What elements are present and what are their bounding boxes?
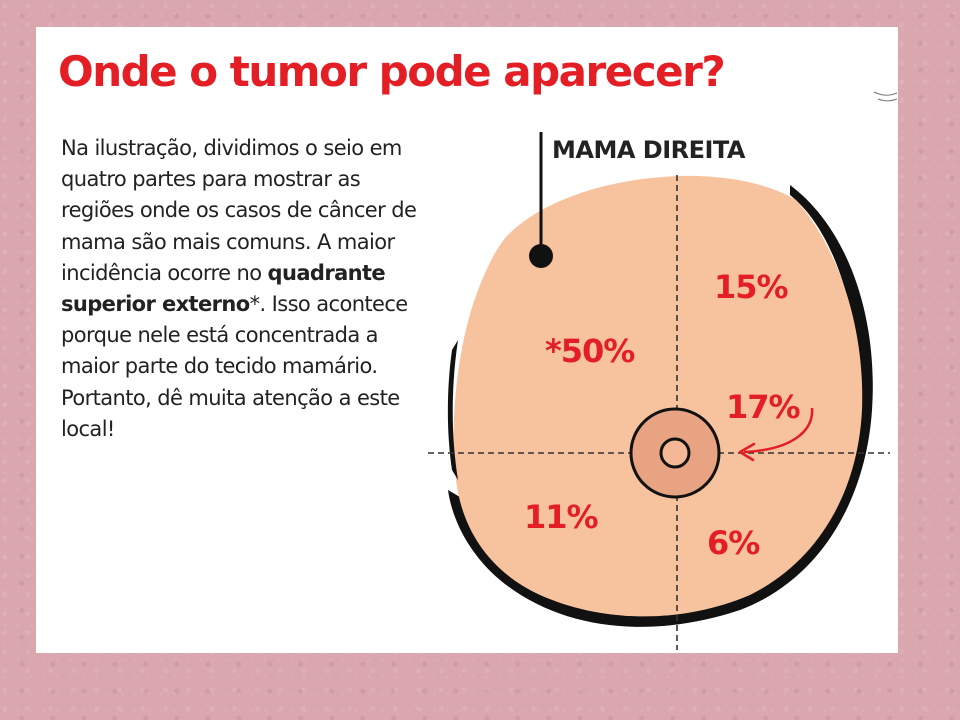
quadrant-lower-inner-value: 6% xyxy=(707,524,760,562)
description-text: Na ilustração, dividimos o seio em quatr… xyxy=(61,133,431,445)
breast-body xyxy=(453,175,863,617)
description-bold: quadrante superior externo xyxy=(61,260,386,317)
sketch-mark xyxy=(873,91,898,102)
quadrant-upper-outer-value: *50% xyxy=(545,332,635,370)
diagram-label: MAMA DIREITA xyxy=(552,136,746,164)
label-pointer-dot xyxy=(529,244,553,268)
description-part-2: *. Isso acontece porque nele está concen… xyxy=(61,292,408,441)
quadrant-lower-outer-value: 11% xyxy=(524,498,599,536)
central-region-value: 17% xyxy=(726,388,801,426)
breast-left-edge xyxy=(447,340,458,480)
breast-outline-shadow xyxy=(448,185,873,627)
quadrant-upper-inner-value: 15% xyxy=(714,268,789,306)
description-part-1: Na ilustração, dividimos o seio em quatr… xyxy=(61,136,417,285)
page-title: Onde o tumor pode aparecer? xyxy=(58,47,726,96)
nipple xyxy=(659,437,691,469)
curved-arrow xyxy=(743,407,814,454)
arrow-head-icon xyxy=(738,442,756,462)
